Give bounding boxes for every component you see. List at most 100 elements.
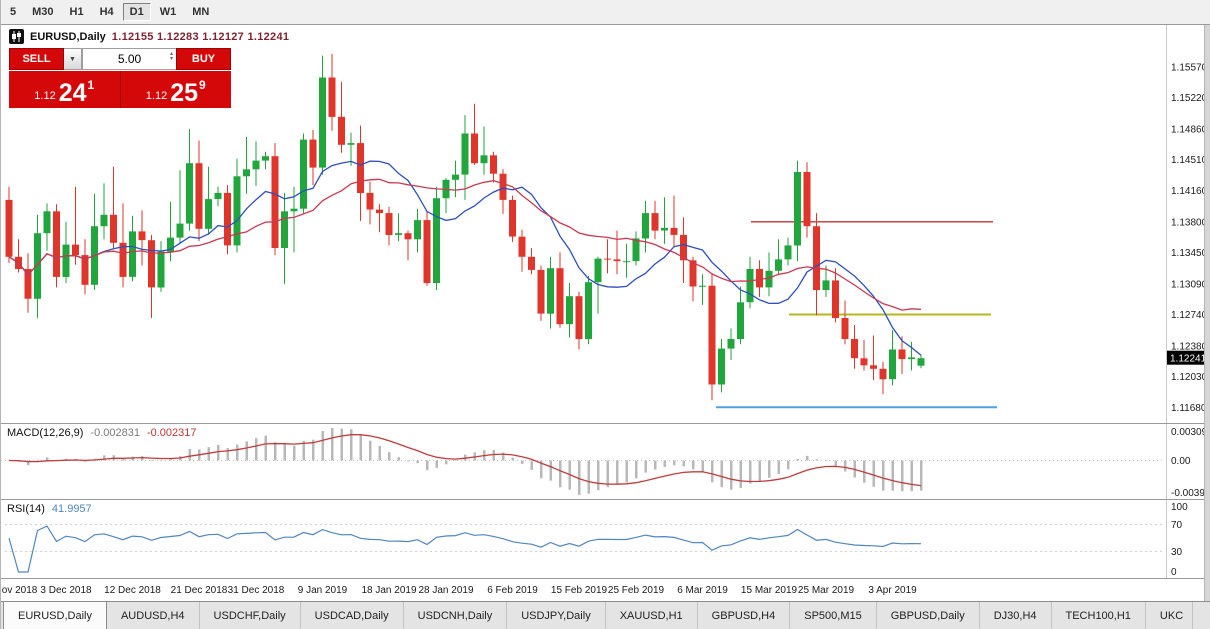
timeframe-button-m30[interactable]: M30 [32, 6, 54, 18]
ask-price-sup: 9 [199, 78, 206, 92]
svg-text:1.12030: 1.12030 [1171, 372, 1208, 383]
svg-text:1.15570: 1.15570 [1171, 63, 1208, 74]
rsi-canvas: 100 70 30 0 [5, 500, 1188, 578]
svg-text:0: 0 [1171, 567, 1177, 578]
tab-scroll-right-button[interactable] [1192, 602, 1201, 629]
macd-canvas: 0.003095 0.00 -0.003947 [1, 424, 1210, 499]
candlestick-icon [9, 29, 24, 44]
chart-window: 1.15570 1.15220 1.14860 1.14510 1.14160 1.138… [1, 25, 1210, 601]
volume-dropdown-button[interactable]: ▼ [64, 48, 82, 70]
support-resistance-lines [716, 221, 997, 409]
window-right-edge [1204, 25, 1210, 601]
chart-title: EURUSD,Daily 1.12155 1.12283 1.12127 1.1… [9, 29, 289, 44]
rsi-label-row: RSI(14) 41.9957 [7, 503, 92, 515]
chart-tab-tech100-h1[interactable]: TECH100,H1 [1051, 602, 1146, 629]
current-price-badge: 1.12241 [1167, 350, 1210, 365]
svg-text:25 Feb 2019: 25 Feb 2019 [608, 585, 665, 596]
svg-text:1.12380: 1.12380 [1171, 342, 1208, 353]
chart-tab-eurusd-daily[interactable]: EURUSD,Daily [3, 602, 107, 629]
svg-text:1.13090: 1.13090 [1171, 279, 1208, 290]
macd-label-row: MACD(12,26,9) -0.002831 -0.002317 [7, 427, 197, 439]
svg-text:6 Mar 2019: 6 Mar 2019 [677, 585, 728, 596]
ask-price-prefix: 1.12 [145, 90, 168, 102]
rsi-line [8, 525, 922, 573]
volume-input[interactable]: 5.00 ▴ ▾ [82, 48, 176, 70]
ask-price-big: 25 [170, 78, 199, 107]
bid-price-prefix: 1.12 [34, 90, 56, 102]
chart-tab-usdjpy-daily[interactable]: USDJPY,Daily [507, 602, 606, 629]
price-axis[interactable]: 1.15570 1.15220 1.14860 1.14510 1.14160 1.138… [1166, 25, 1210, 423]
svg-text:1.13450: 1.13450 [1171, 248, 1208, 259]
svg-text:12 Dec 2018: 12 Dec 2018 [104, 585, 161, 596]
svg-text:1.14160: 1.14160 [1171, 186, 1208, 197]
svg-text:30: 30 [1171, 547, 1183, 558]
timeframe-button-d1[interactable]: D1 [122, 3, 151, 21]
timeframe-button-mn[interactable]: MN [192, 6, 210, 18]
moving-averages [8, 160, 922, 356]
chart-symbol-label: EURUSD,Daily [30, 30, 106, 43]
rsi-label: RSI(14) [7, 503, 45, 515]
macd-signal-line [8, 434, 922, 487]
volume-stepper[interactable]: ▴ ▾ [169, 51, 173, 62]
svg-text:25 Mar 2019: 25 Mar 2019 [798, 585, 855, 596]
timeframe-button-w1[interactable]: W1 [159, 6, 177, 18]
bid-price-sup: 1 [87, 78, 95, 92]
buy-button[interactable]: BUY [176, 48, 231, 70]
macd-value-main: -0.002831 [90, 427, 140, 439]
chart-tab-sp500-m15[interactable]: SP500,M15 [790, 602, 877, 629]
svg-text:6 Feb 2019: 6 Feb 2019 [487, 585, 538, 596]
volume-value: 5.00 [117, 52, 142, 66]
svg-text:1.14510: 1.14510 [1171, 155, 1208, 166]
svg-text:3 Dec 2018: 3 Dec 2018 [40, 585, 92, 596]
svg-text:28 Jan 2019: 28 Jan 2019 [418, 585, 473, 596]
macd-axis: 0.003095 0.00 -0.003947 [1166, 424, 1210, 499]
svg-text:21 Dec 2018: 21 Dec 2018 [171, 585, 228, 596]
svg-text:1.12740: 1.12740 [1171, 310, 1208, 321]
timeframe-button-h1[interactable]: H1 [69, 6, 84, 18]
chart-tab-usdchf-daily[interactable]: USDCHF,Daily [199, 602, 301, 629]
sell-button[interactable]: SELL [9, 48, 64, 70]
rsi-level-lines [5, 523, 1165, 552]
chart-tab-audusd-h4[interactable]: AUDUSD,H4 [106, 602, 200, 629]
svg-text:3 Apr 2019: 3 Apr 2019 [868, 585, 917, 596]
chart-tab-usdcad-daily[interactable]: USDCAD,Daily [300, 602, 404, 629]
chart-tab-usdcnh-daily[interactable]: USDCNH,Daily [403, 602, 508, 629]
macd-value-signal: -0.002317 [146, 427, 197, 439]
main-chart-pane: 1.15570 1.15220 1.14860 1.14510 1.14160 1.138… [1, 25, 1210, 423]
svg-text:15 Feb 2019: 15 Feb 2019 [551, 585, 608, 596]
svg-text:70: 70 [1171, 520, 1183, 531]
svg-text:18 Jan 2019: 18 Jan 2019 [361, 585, 416, 596]
svg-text:31 Dec 2018: 31 Dec 2018 [228, 585, 285, 596]
chart-tab-ukc[interactable]: UKC [1145, 602, 1199, 629]
spin-down-icon: ▾ [169, 56, 173, 62]
svg-text:1.12241: 1.12241 [1170, 354, 1207, 365]
chart-tab-gbpusd-daily[interactable]: GBPUSD,Daily [876, 602, 980, 629]
svg-text:9 Jan 2019: 9 Jan 2019 [298, 585, 348, 596]
svg-text:0.003095: 0.003095 [1171, 427, 1210, 438]
chart-tab-xauusd-h1[interactable]: XAUUSD,H1 [605, 602, 698, 629]
svg-text:100: 100 [1171, 502, 1188, 513]
svg-text:23 Nov 2018: 23 Nov 2018 [1, 585, 38, 596]
bid-price-box[interactable]: 1.12 24 1 [9, 71, 121, 108]
candlestick-series [5, 53, 925, 401]
spin-up-icon: ▴ [169, 51, 173, 57]
timeframe-toolbar: 5 M30 H1 H4 D1 W1 MN [1, 0, 1210, 25]
chevron-down-icon: ▼ [69, 55, 76, 63]
chart-tab-bar: EURUSD,Daily AUDUSD,H4 USDCHF,Daily USDCAD,… [1, 601, 1210, 629]
ohlc-values: 1.12155 1.12283 1.12127 1.12241 [111, 30, 290, 43]
svg-text:1.13800: 1.13800 [1171, 217, 1208, 228]
svg-text:1.15220: 1.15220 [1171, 93, 1208, 104]
one-click-trade-panel: SELL ▼ 5.00 ▴ ▾ BUY 1.12 24 1 1.12 25 9 [9, 48, 231, 108]
timeframe-button-h4[interactable]: H4 [99, 6, 114, 18]
ask-price-box[interactable]: 1.12 25 9 [120, 71, 231, 108]
timeframe-button-5[interactable]: 5 [10, 6, 17, 18]
svg-text:-0.003947: -0.003947 [1171, 488, 1210, 499]
svg-text:1.14860: 1.14860 [1171, 125, 1208, 136]
chart-tab-gbpusd-h4[interactable]: GBPUSD,H4 [697, 602, 791, 629]
svg-text:15 Mar 2019: 15 Mar 2019 [741, 585, 798, 596]
chart-tab-dj30-h4[interactable]: DJ30,H4 [979, 602, 1052, 629]
main-chart-canvas[interactable]: 1.15570 1.15220 1.14860 1.14510 1.14160 1.138… [1, 25, 1210, 423]
